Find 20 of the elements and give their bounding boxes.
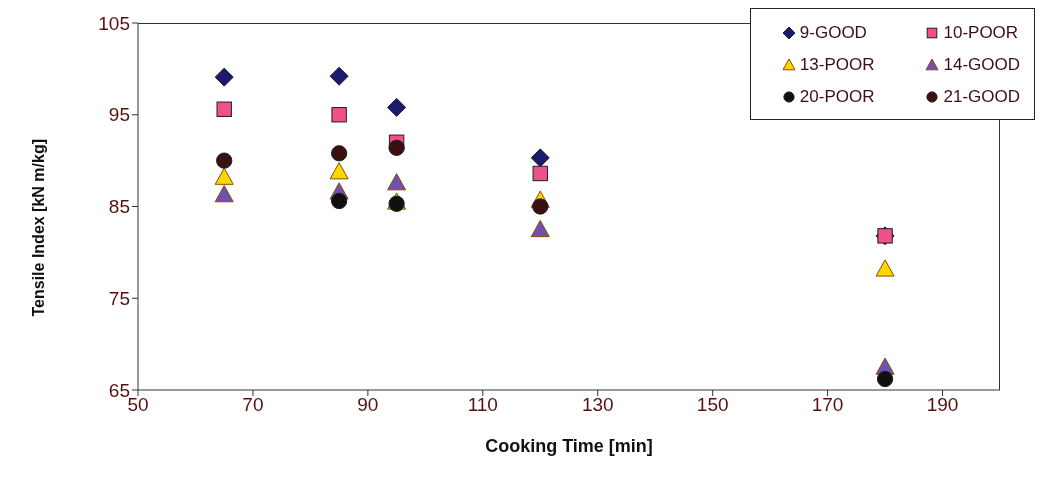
x-tick-label: 150 — [696, 394, 729, 416]
y-tick-label: 85 — [108, 196, 130, 218]
x-tick-label: 190 — [926, 394, 959, 416]
legend-label: 14-GOOD — [943, 55, 1020, 75]
y-tick-label: 75 — [108, 287, 130, 309]
legend-label: 13-POOR — [799, 55, 875, 75]
x-axis-title: Cooking Time [min] — [485, 436, 653, 456]
legend-label: 21-GOOD — [943, 87, 1020, 107]
legend-label: 9-GOOD — [799, 23, 867, 43]
y-axis-title: Tensile Index [kN m/kg] — [29, 138, 47, 317]
legend-label: 20-POOR — [799, 87, 875, 107]
x-tick-label: 90 — [357, 394, 379, 416]
y-tick-label: 105 — [98, 12, 130, 34]
x-tick-label: 170 — [811, 394, 844, 416]
legend-label: 10-POOR — [943, 23, 1019, 43]
x-tick-label: 130 — [581, 394, 614, 416]
x-tick-label: 110 — [467, 394, 498, 416]
y-tick-label: 95 — [108, 104, 130, 126]
y-tick-label: 65 — [108, 379, 130, 401]
x-tick-label: 70 — [242, 394, 264, 416]
